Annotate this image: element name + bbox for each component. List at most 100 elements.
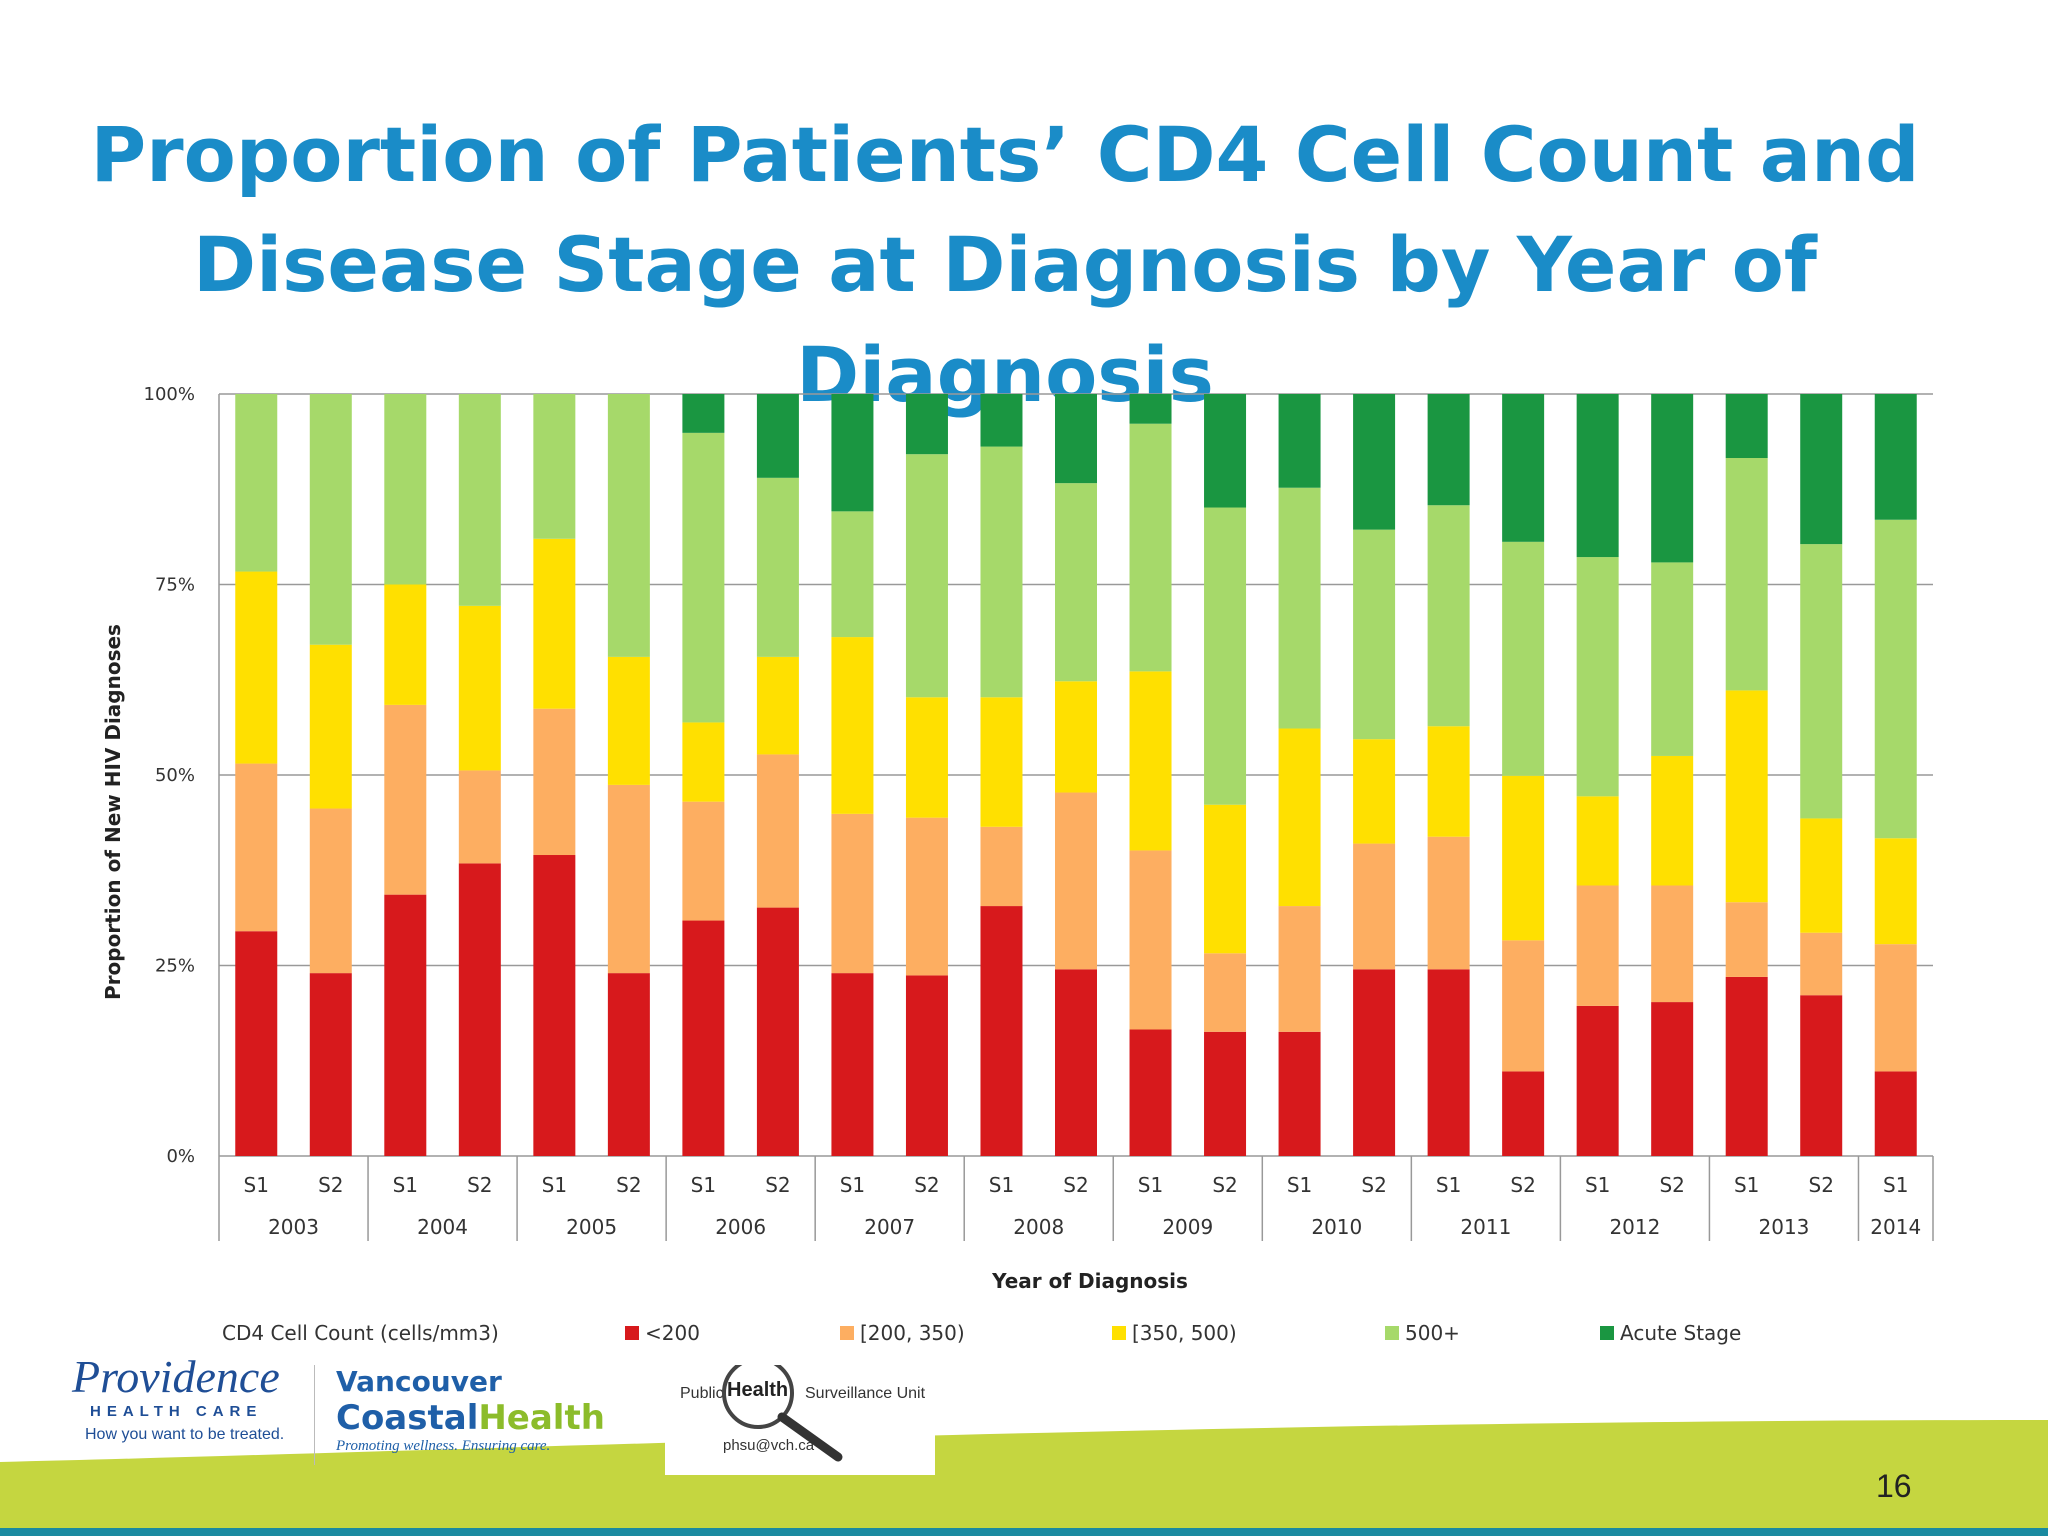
bar-segment-acute-stage [980,394,1023,447]
bar-segment--350-500- [1800,818,1843,933]
bar-segment--200-350- [458,770,501,864]
bar-segment-acute-stage [1353,394,1396,530]
y-tick-label: 75% [155,575,195,596]
bar-segment-acute-stage [1278,394,1321,488]
providence-tagline: How you want to be treated. [85,1426,285,1443]
bar-segment--350-500- [235,571,278,764]
x-tick-label: S2 [914,1173,939,1197]
bar-segment--200 [1874,1071,1917,1156]
bar-segment-500- [756,477,799,657]
bar-segment--200 [905,975,948,1156]
bar-segment--350-500- [1055,681,1097,793]
magnifier-icon [722,1365,843,1462]
bottom-teal-strip [0,1528,2048,1536]
bar-segment-acute-stage [1129,394,1172,424]
x-tick-label: S1 [244,1173,269,1197]
bar-segment-500- [980,446,1023,698]
bar-segment-500- [1204,507,1247,805]
title-line-1: Proportion of Patients’ CD4 Cell Count a… [90,110,1920,199]
bar-segment--200-350- [682,801,725,921]
bar-segment--350-500- [1874,838,1917,945]
bar-segment-acute-stage [1651,394,1694,563]
x-tick-label: S2 [318,1173,343,1197]
legend-entry: <200 [645,1321,700,1345]
x-tick-label: S2 [1063,1173,1088,1197]
x-tick-label: S1 [989,1173,1014,1197]
bar-segment-500- [1427,505,1470,727]
bar-segment-500- [831,511,874,638]
bar-segment--200 [458,863,501,1156]
x-tick-label: S1 [542,1173,567,1197]
bar-segment--200 [384,894,427,1156]
vch-coastal: Coastal [336,1398,479,1438]
x-tick-label: S1 [1883,1173,1908,1197]
phsu-health: Health [727,1379,789,1401]
bar-segment--200-350- [384,704,427,895]
x-tick-label: S1 [1138,1173,1163,1197]
bar-segment--200 [1725,976,1768,1156]
x-tick-label: S2 [1212,1173,1237,1197]
legend-entry: Acute Stage [1620,1321,1741,1345]
bar-segment--200 [1055,969,1097,1156]
legend-swatch [840,1326,854,1340]
legend-entry: [200, 350) [860,1321,965,1345]
bar-segment--200-350- [607,784,650,974]
x-tick-label: S2 [616,1173,641,1197]
phsu-left: Public [680,1385,724,1402]
bar-segment--200-350- [1129,850,1172,1030]
year-label: 2014 [1870,1215,1921,1239]
bar-segment--200 [831,973,874,1156]
bar-segment--350-500- [831,637,874,814]
legend-swatch [625,1326,639,1340]
bar-segment--350-500- [533,538,576,709]
bar-segment--200-350- [1502,940,1545,1072]
bar-segment--350-500- [682,722,725,802]
x-tick-label: S1 [840,1173,865,1197]
bar-segment-500- [458,394,501,606]
bar-segment-500- [1800,544,1843,819]
bar-segment-500- [309,394,352,645]
bar-segment--200 [682,920,725,1156]
slide-title: Proportion of Patients’ CD4 Cell Count a… [0,100,2010,430]
bar-segment--200-350- [905,817,948,976]
bar-segment-500- [1725,458,1768,691]
bar-segment-acute-stage [1874,394,1917,520]
bar-segment--350-500- [1129,671,1172,851]
bar-segment-500- [607,394,650,657]
bar-segment--200-350- [1800,932,1843,996]
legend: CD4 Cell Count (cells/mm3) <200 [200, 350… [222,1321,1741,1345]
bar-segment--200-350- [1055,792,1097,970]
bar-segment--350-500- [607,656,650,785]
bar-segment--200-350- [831,813,874,974]
legend-title: CD4 Cell Count (cells/mm3) [222,1321,499,1345]
bar-segment-acute-stage [1502,394,1545,542]
x-tick-label: S1 [691,1173,716,1197]
bar-segment-acute-stage [1427,394,1470,506]
title-line-2: Disease Stage at Diagnosis by Year of Di… [193,220,1817,419]
year-label: 2008 [1013,1215,1064,1239]
x-tick-label: S2 [1809,1173,1834,1197]
bar-segment--200 [607,973,650,1156]
bar-segment--350-500- [1502,775,1545,941]
bar-segment--200-350- [235,763,278,932]
year-label: 2010 [1311,1215,1362,1239]
bar-segment--200-350- [1427,836,1470,970]
bar-segment-acute-stage [1204,394,1247,508]
bar-segment--350-500- [384,584,427,705]
bar-segment--200 [1502,1071,1545,1156]
bar-segment-acute-stage [682,394,725,433]
bar-segment--200 [1427,969,1470,1156]
vch-line1: Vancouver [336,1365,502,1398]
bar-segment-acute-stage [831,394,874,512]
bar-segment-500- [235,394,278,572]
y-tick-label: 100% [144,384,195,405]
year-label: 2012 [1609,1215,1660,1239]
year-label: 2007 [864,1215,915,1239]
legend-swatch [1600,1326,1614,1340]
year-label: 2003 [268,1215,319,1239]
year-label: 2011 [1460,1215,1511,1239]
bar-segment--200 [980,906,1023,1156]
bar-segment-500- [1055,483,1097,682]
year-label: 2013 [1759,1215,1810,1239]
bar-segment--350-500- [1725,690,1768,903]
